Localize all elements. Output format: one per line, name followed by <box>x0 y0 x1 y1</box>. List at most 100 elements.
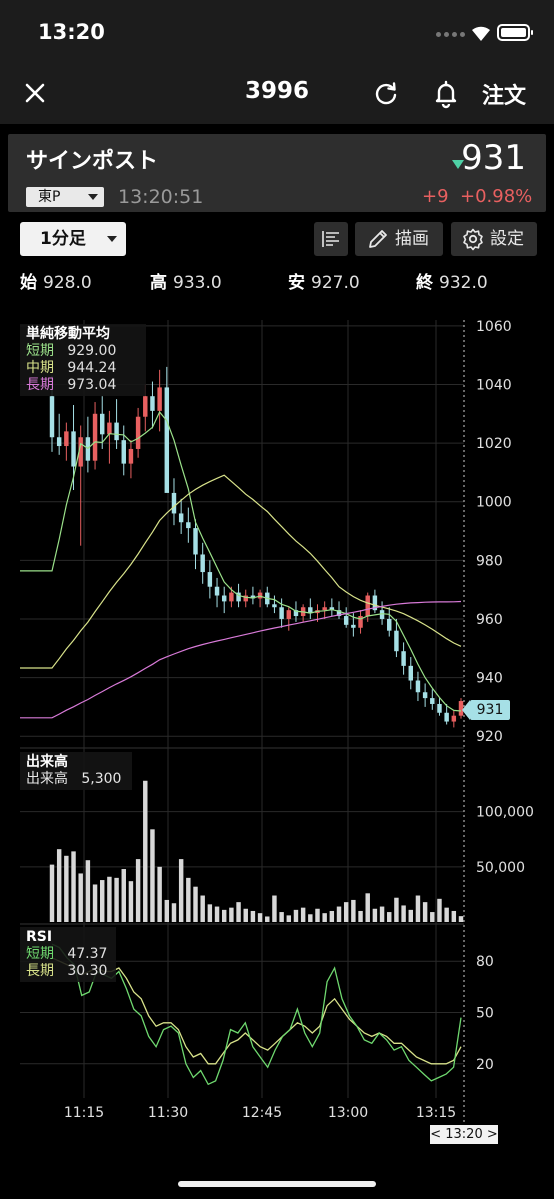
settings-button[interactable]: 設定 <box>451 222 537 256</box>
list-icon <box>322 231 339 247</box>
x-tick-label: 11:15 <box>64 1105 104 1121</box>
volume-bar <box>451 910 457 922</box>
candle <box>250 595 256 599</box>
market-select[interactable]: 東P <box>26 187 104 207</box>
home-indicator[interactable] <box>178 1181 376 1187</box>
volume-bar <box>272 895 277 922</box>
candle <box>200 554 205 573</box>
candle <box>135 416 141 449</box>
candle <box>401 651 406 666</box>
rsi-tick-label: 20 <box>476 1057 494 1073</box>
status-time: 13:20 <box>38 20 105 44</box>
volume-bar <box>422 902 428 922</box>
gear-icon <box>463 228 483 251</box>
volume-bar <box>300 907 306 922</box>
sma-mid-value: 944.24 <box>67 360 117 376</box>
candle <box>100 413 105 435</box>
volume-bar <box>257 913 263 922</box>
candle <box>437 703 442 713</box>
volume-bar <box>164 899 170 922</box>
price-change: +9 <box>422 186 449 207</box>
volume-tick-label: 50,000 <box>476 860 525 876</box>
candle <box>365 595 370 617</box>
candle <box>178 513 184 523</box>
volume-bar <box>193 886 198 922</box>
order-book-button[interactable] <box>314 222 348 256</box>
sma-mid-line <box>20 474 462 669</box>
sma-mid-label: 中期 <box>26 360 54 376</box>
draw-button-label: 描画 <box>395 229 429 249</box>
volume-bar <box>329 910 335 922</box>
stock-code: 3996 <box>244 78 309 104</box>
bell-icon[interactable] <box>432 79 460 109</box>
volume-bar <box>279 912 284 922</box>
price-tick-label: 940 <box>476 671 503 687</box>
draw-button[interactable]: 描画 <box>355 222 443 256</box>
candle <box>128 448 134 464</box>
volume-bar <box>78 873 83 922</box>
volume-bar <box>372 908 378 922</box>
price-chart[interactable]: 11:15 11:30 12:45 13:00 13:15 1060 1040 1020 100… <box>0 318 554 1158</box>
signal-icon <box>436 32 465 38</box>
close-icon[interactable] <box>22 80 50 108</box>
volume-bar <box>171 903 177 922</box>
volume-bar <box>343 902 349 922</box>
candle <box>78 437 83 467</box>
candle <box>121 440 126 464</box>
candle <box>164 387 170 493</box>
candle <box>157 387 162 411</box>
volume-bar <box>114 877 119 922</box>
volume-bar <box>315 908 320 922</box>
pencil-icon <box>369 230 387 248</box>
candle <box>351 624 356 628</box>
cursor-time-label[interactable]: < 13:20 > <box>430 1125 498 1144</box>
candle <box>408 665 413 681</box>
volume-bar <box>243 908 248 922</box>
rsi-tick-label: 80 <box>476 954 494 970</box>
volume-bar <box>379 906 385 922</box>
candle <box>430 698 435 704</box>
volume-bar <box>265 916 270 922</box>
volume-bar <box>430 912 435 922</box>
candle <box>322 607 327 611</box>
price-tick-label: 1000 <box>476 495 512 511</box>
sma-short-value: 929.00 <box>67 343 117 359</box>
candle <box>64 431 69 447</box>
sma-long-label: 長期 <box>26 377 54 393</box>
candle <box>422 692 428 699</box>
candle <box>279 607 284 619</box>
price-tick-label: 920 <box>476 729 503 745</box>
volume-value: 5,300 <box>81 771 122 787</box>
volume-bar <box>351 899 356 922</box>
volume-bar <box>71 851 76 922</box>
volume-bar <box>437 898 442 922</box>
candle <box>107 422 112 435</box>
nav-bar: 3996 注文 <box>0 64 554 124</box>
volume-bar <box>458 916 464 922</box>
volume-bar <box>200 895 205 922</box>
volume-bar <box>100 880 105 922</box>
status-bar: 13:20 <box>0 0 554 64</box>
candle <box>150 396 155 411</box>
volume-bar <box>286 915 292 922</box>
order-button[interactable]: 注文 <box>482 84 527 109</box>
volume-bar <box>365 893 370 922</box>
wifi-icon <box>472 26 490 41</box>
volume-bar <box>358 910 363 922</box>
period-select[interactable]: 1分足 <box>20 222 126 256</box>
volume-bar <box>186 877 191 922</box>
refresh-icon[interactable] <box>372 80 400 108</box>
high-value: 高 933.0 <box>150 273 222 293</box>
rsi-short-label: 短期 <box>26 946 54 962</box>
candle <box>186 522 191 529</box>
rsi-tick-label: 50 <box>476 1006 494 1022</box>
candle <box>343 616 349 625</box>
candle <box>214 586 220 596</box>
volume-bar <box>128 881 134 922</box>
x-tick-label: 12:45 <box>242 1105 282 1121</box>
sma-long-value: 973.04 <box>67 377 117 393</box>
low-value: 安 927.0 <box>288 273 360 293</box>
rsi-legend-title: RSI <box>26 929 53 945</box>
volume-bar <box>49 864 55 922</box>
candle <box>458 701 464 716</box>
